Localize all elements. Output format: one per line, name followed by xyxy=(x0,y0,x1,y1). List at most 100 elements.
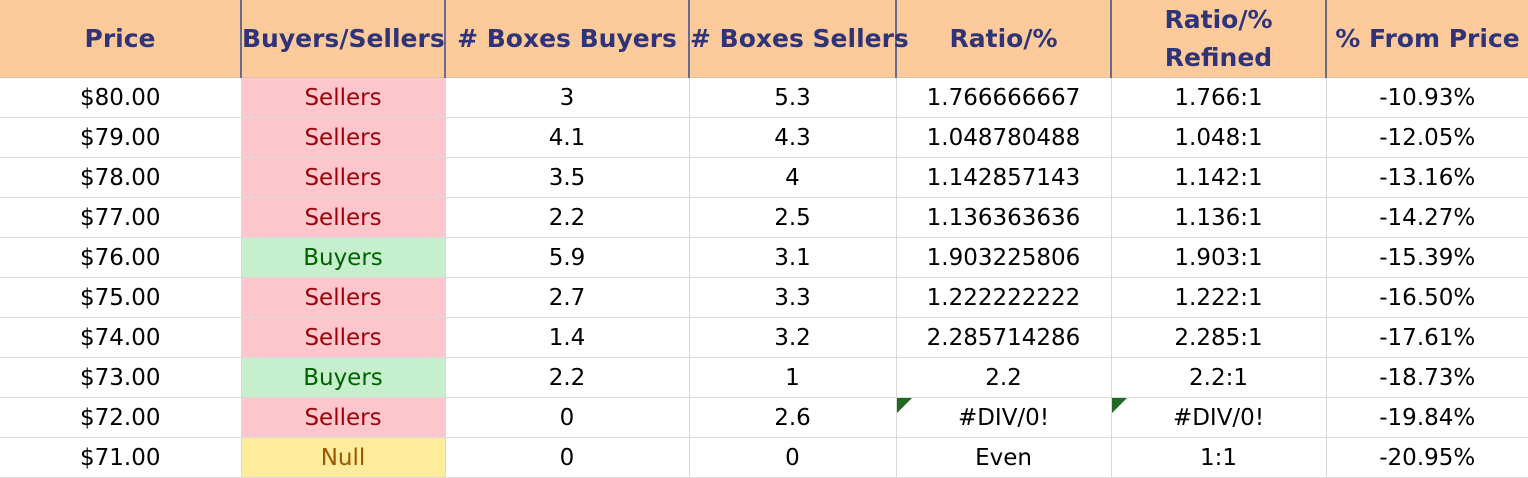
boxes-buyers-cell[interactable]: 4.1 xyxy=(445,117,690,158)
header-boxes-buyers[interactable]: # Boxes Buyers xyxy=(445,0,690,78)
boxes-buyers-cell[interactable]: 2.2 xyxy=(445,197,690,238)
ratio-refined-cell[interactable]: 1.222:1 xyxy=(1111,277,1327,318)
ratio-refined-cell-value: 1.048:1 xyxy=(1174,124,1263,151)
boxes-sellers-cell[interactable]: 3.3 xyxy=(689,277,897,318)
ratio-refined-cell[interactable]: 1.048:1 xyxy=(1111,117,1327,158)
buyers-sellers-cell[interactable]: Buyers xyxy=(241,237,446,278)
ratio-refined-cell[interactable]: 2.2:1 xyxy=(1111,357,1327,398)
from-price-cell[interactable]: -19.84% xyxy=(1326,397,1528,438)
ratio-cell[interactable]: 1.903225806 xyxy=(896,237,1112,278)
from-price-cell-value: -18.73% xyxy=(1379,364,1476,391)
boxes-buyers-cell[interactable]: 2.7 xyxy=(445,277,690,318)
ratio-refined-cell[interactable]: 1.766:1 xyxy=(1111,77,1327,118)
buyers-sellers-cell[interactable]: Sellers xyxy=(241,397,446,438)
buyers-sellers-cell[interactable]: Sellers xyxy=(241,157,446,198)
ratio-cell[interactable]: 1.142857143 xyxy=(896,157,1112,198)
price-cell[interactable]: $72.00 xyxy=(0,397,242,438)
buyers-sellers-cell-value: Null xyxy=(320,444,366,471)
boxes-buyers-cell-value: 3 xyxy=(559,84,575,111)
boxes-buyers-cell[interactable]: 2.2 xyxy=(445,357,690,398)
ratio-refined-cell[interactable]: 1.136:1 xyxy=(1111,197,1327,238)
boxes-buyers-cell-value: 3.5 xyxy=(548,164,586,191)
from-price-cell[interactable]: -13.16% xyxy=(1326,157,1528,198)
header-ratio-refined[interactable]: Ratio/% Refined xyxy=(1111,0,1327,78)
boxes-sellers-cell[interactable]: 2.5 xyxy=(689,197,897,238)
ratio-refined-cell[interactable]: #DIV/0! xyxy=(1111,397,1327,438)
ratio-cell[interactable]: 2.2 xyxy=(896,357,1112,398)
from-price-cell[interactable]: -12.05% xyxy=(1326,117,1528,158)
ratio-refined-cell-value: 1.222:1 xyxy=(1174,284,1263,311)
ratio-refined-cell[interactable]: 1.903:1 xyxy=(1111,237,1327,278)
error-indicator-icon xyxy=(896,398,912,413)
price-cell[interactable]: $78.00 xyxy=(0,157,242,198)
boxes-sellers-cell[interactable]: 2.6 xyxy=(689,397,897,438)
ratio-cell[interactable]: #DIV/0! xyxy=(896,397,1112,438)
buyers-sellers-cell[interactable]: Null xyxy=(241,437,446,478)
header-from-price[interactable]: % From Price xyxy=(1326,0,1528,78)
header-ratio[interactable]: Ratio/% xyxy=(896,0,1112,78)
boxes-sellers-cell[interactable]: 1 xyxy=(689,357,897,398)
boxes-sellers-cell-value: 3.2 xyxy=(774,324,811,351)
buyers-sellers-cell[interactable]: Buyers xyxy=(241,357,446,398)
boxes-sellers-cell[interactable]: 3.1 xyxy=(689,237,897,278)
header-boxes-sellers[interactable]: # Boxes Sellers xyxy=(689,0,909,78)
boxes-buyers-cell[interactable]: 3 xyxy=(445,77,690,118)
buyers-sellers-cell[interactable]: Sellers xyxy=(241,277,446,318)
ratio-refined-cell-value: #DIV/0! xyxy=(1172,404,1265,431)
price-cell[interactable]: $79.00 xyxy=(0,117,242,158)
price-cell[interactable]: $74.00 xyxy=(0,317,242,358)
from-price-cell[interactable]: -17.61% xyxy=(1326,317,1528,358)
boxes-sellers-cell[interactable]: 4 xyxy=(689,157,897,198)
ratio-cell[interactable]: 1.766666667 xyxy=(896,77,1112,118)
from-price-cell[interactable]: -16.50% xyxy=(1326,277,1528,318)
table-row: $78.00 Sellers 3.5 4 1.142857143 1.142:1 -13.1… xyxy=(0,157,1528,198)
ratio-refined-cell-value: 1.142:1 xyxy=(1174,164,1263,191)
price-cell[interactable]: $76.00 xyxy=(0,237,242,278)
ratio-cell-value: Even xyxy=(975,444,1032,471)
buyers-sellers-cell[interactable]: Sellers xyxy=(241,317,446,358)
ratio-refined-cell[interactable]: 1:1 xyxy=(1111,437,1327,478)
ratio-cell-value: 1.766666667 xyxy=(926,84,1081,111)
ratio-cell[interactable]: 1.222222222 xyxy=(896,277,1112,318)
boxes-sellers-cell[interactable]: 5.3 xyxy=(689,77,897,118)
buyers-sellers-cell-value: Sellers xyxy=(304,84,382,111)
ratio-cell[interactable]: 2.285714286 xyxy=(896,317,1112,358)
from-price-cell[interactable]: -14.27% xyxy=(1326,197,1528,238)
boxes-buyers-cell[interactable]: 1.4 xyxy=(445,317,690,358)
boxes-buyers-cell[interactable]: 3.5 xyxy=(445,157,690,198)
boxes-sellers-cell[interactable]: 4.3 xyxy=(689,117,897,158)
buyers-sellers-cell[interactable]: Sellers xyxy=(241,77,446,118)
buyers-sellers-cell[interactable]: Sellers xyxy=(241,197,446,238)
boxes-sellers-cell[interactable]: 0 xyxy=(689,437,897,478)
ratio-cell[interactable]: Even xyxy=(896,437,1112,478)
ratio-cell[interactable]: 1.048780488 xyxy=(896,117,1112,158)
from-price-cell[interactable]: -20.95% xyxy=(1326,437,1528,478)
price-cell[interactable]: $75.00 xyxy=(0,277,242,318)
from-price-cell[interactable]: -15.39% xyxy=(1326,237,1528,278)
from-price-cell-value: -20.95% xyxy=(1379,444,1476,471)
table-row: $79.00 Sellers 4.1 4.3 1.048780488 1.048:1 -12… xyxy=(0,117,1528,158)
price-cell[interactable]: $73.00 xyxy=(0,357,242,398)
ratio-refined-cell[interactable]: 2.285:1 xyxy=(1111,317,1327,358)
price-cell[interactable]: $71.00 xyxy=(0,437,242,478)
price-cell-value: $77.00 xyxy=(80,204,161,231)
from-price-cell[interactable]: -10.93% xyxy=(1326,77,1528,118)
header-price[interactable]: Price xyxy=(0,0,242,78)
boxes-sellers-cell-value: 5.3 xyxy=(774,84,811,111)
ratio-refined-cell[interactable]: 1.142:1 xyxy=(1111,157,1327,198)
boxes-buyers-cell[interactable]: 5.9 xyxy=(445,237,690,278)
boxes-sellers-cell[interactable]: 3.2 xyxy=(689,317,897,358)
table-body: $80.00 Sellers 3 5.3 1.766666667 1.766:1 -10.9… xyxy=(0,77,1528,478)
header-buyers-sellers[interactable]: Buyers/Sellers xyxy=(241,0,446,78)
ratio-refined-cell-value: 1.766:1 xyxy=(1174,84,1263,111)
boxes-buyers-cell-value: 1.4 xyxy=(548,324,586,351)
from-price-cell[interactable]: -18.73% xyxy=(1326,357,1528,398)
boxes-buyers-cell[interactable]: 0 xyxy=(445,397,690,438)
price-cell[interactable]: $80.00 xyxy=(0,77,242,118)
buyers-sellers-cell[interactable]: Sellers xyxy=(241,117,446,158)
buyers-sellers-cell-value: Buyers xyxy=(303,244,383,271)
price-cell-value: $73.00 xyxy=(80,364,161,391)
ratio-cell[interactable]: 1.136363636 xyxy=(896,197,1112,238)
price-cell[interactable]: $77.00 xyxy=(0,197,242,238)
boxes-buyers-cell[interactable]: 0 xyxy=(445,437,690,478)
